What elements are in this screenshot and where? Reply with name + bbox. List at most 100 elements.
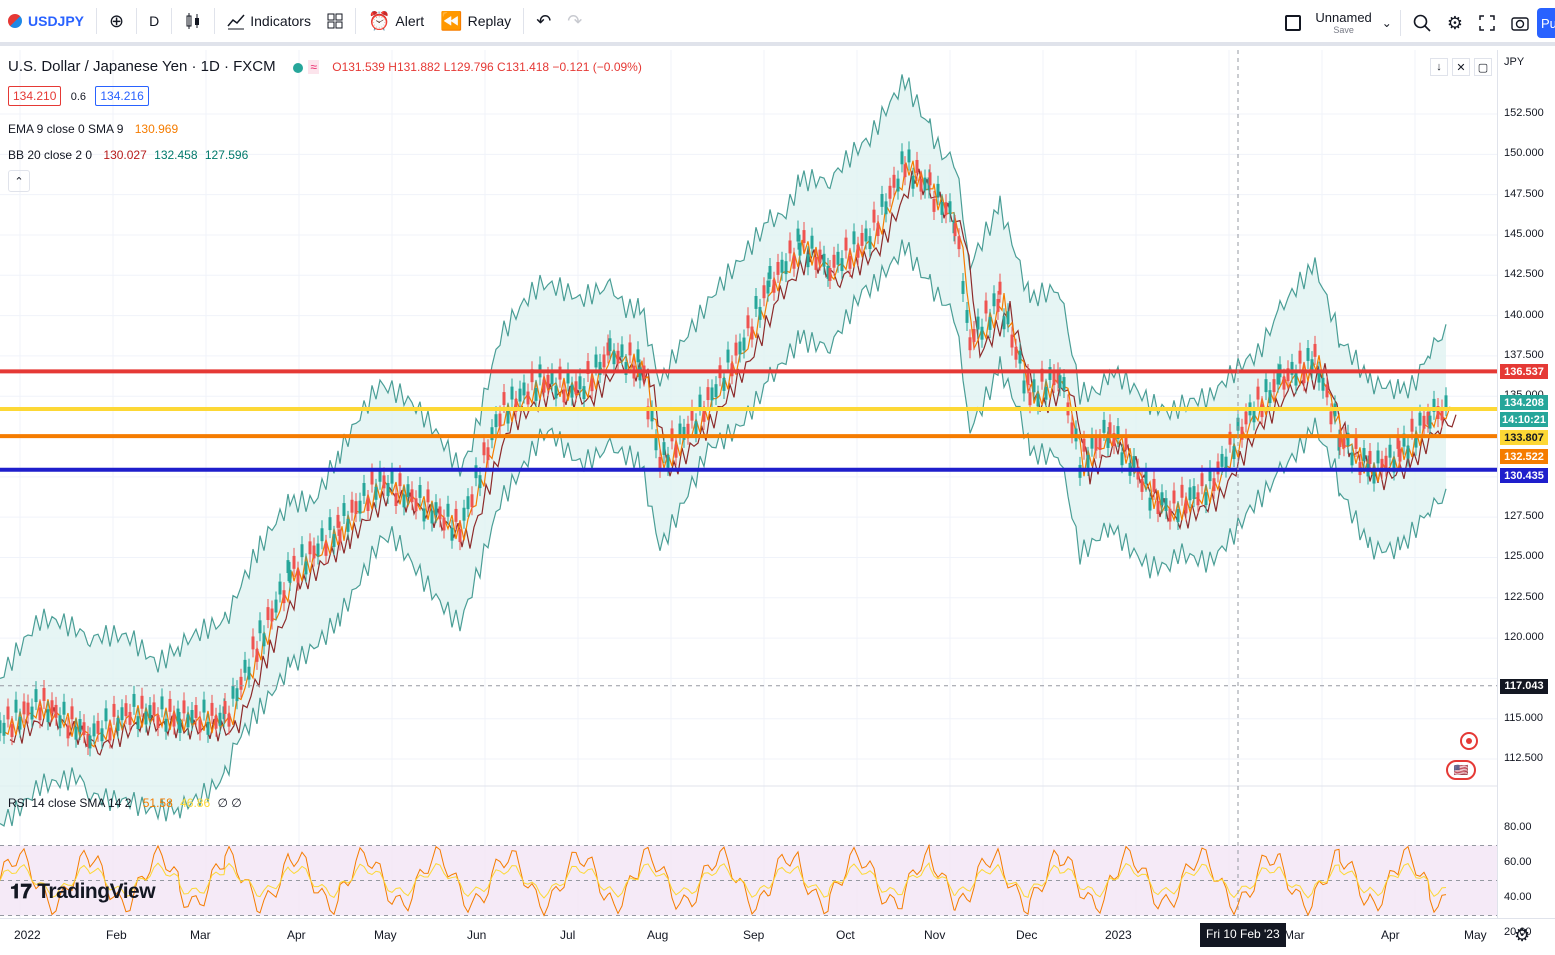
rsi-tick-label: 60.00: [1504, 856, 1532, 868]
candle-body: [919, 178, 923, 192]
layout-checkbox[interactable]: [1277, 0, 1309, 46]
price-axis[interactable]: JPY 152.500 150.000 147.500 145.000 142.500 1…: [1497, 50, 1555, 938]
chart-type-button[interactable]: [176, 0, 210, 44]
candle-body: [324, 542, 328, 556]
layout-name-button[interactable]: Unnamed Save: [1309, 11, 1377, 35]
alert-button[interactable]: ⏰ Alert: [360, 0, 432, 44]
candle-body: [976, 316, 980, 330]
collapse-pane-icon[interactable]: ✕: [1452, 58, 1470, 76]
event-marker-icon[interactable]: [1460, 732, 1478, 750]
arrow-down-icon[interactable]: ↓: [1430, 58, 1448, 76]
candle-body: [243, 659, 247, 673]
us-flag-events-icon[interactable]: 🇺🇸: [1446, 760, 1476, 780]
candle-body: [198, 719, 202, 733]
chart-pane[interactable]: U.S. Dollar / Japanese Yen · 1D · FXCM ≈…: [0, 50, 1497, 918]
candle-body: [1392, 459, 1396, 473]
maximize-pane-icon[interactable]: ▢: [1474, 58, 1492, 76]
search-button[interactable]: [1405, 0, 1439, 46]
compare-button[interactable]: ⊕: [101, 0, 132, 44]
candle-body: [1120, 452, 1124, 466]
rsi-sma-value: 46.86: [180, 796, 211, 810]
candle-body: [18, 716, 22, 730]
candle-body: [1376, 450, 1380, 464]
candle-body: [1136, 466, 1140, 480]
candle-body: [638, 367, 642, 381]
chevron-down-icon: ⌄: [1381, 16, 1392, 30]
candle-body: [1384, 455, 1388, 469]
chart-canvas[interactable]: [0, 50, 1497, 918]
candle-body: [88, 735, 92, 749]
top-toolbar: USDJPY ⊕ D Indicators ⏰ Alert ⏪ Replay ↶…: [0, 0, 1555, 46]
candle-body: [852, 231, 856, 245]
redo-button[interactable]: ↷: [559, 0, 590, 44]
candle-body: [550, 371, 554, 385]
candle-body: [754, 296, 758, 309]
publish-button[interactable]: Pu: [1537, 8, 1555, 38]
candle-body: [992, 293, 996, 307]
candle-body: [766, 280, 770, 294]
candle-body: [1422, 415, 1426, 429]
candle-body: [1313, 343, 1317, 357]
candle-body: [876, 223, 880, 237]
candle-body: [418, 484, 422, 498]
candle-body: [762, 285, 766, 299]
candle-body: [522, 382, 526, 396]
candle-body: [1290, 361, 1294, 375]
divider: [136, 8, 138, 34]
layout-templates-button[interactable]: [319, 0, 351, 44]
candle-body: [1368, 451, 1372, 464]
candle-body: [1220, 453, 1224, 467]
buy-price-button[interactable]: 134.216: [95, 86, 149, 106]
candle-body: [776, 261, 780, 275]
candle-body: [0, 720, 2, 734]
symbol-search-button[interactable]: USDJPY: [0, 0, 92, 44]
candle-body: [328, 517, 332, 531]
candle-body: [270, 608, 274, 622]
candle-body: [856, 244, 860, 258]
undo-button[interactable]: ↶: [528, 0, 559, 44]
candle-body: [498, 413, 502, 427]
candle-body: [690, 407, 694, 421]
collapse-legend-button[interactable]: ⌃: [8, 170, 30, 192]
candle-body: [1310, 359, 1314, 373]
candle-body: [1082, 438, 1086, 452]
price-tag: 134.208: [1500, 395, 1548, 410]
candle-body: [796, 228, 800, 242]
time-axis[interactable]: 2022 Feb Mar Apr May Jun Jul Aug Sep Oct Nov Dec 202…: [0, 918, 1555, 955]
candle-body: [1398, 448, 1402, 462]
currency-label[interactable]: JPY: [1504, 56, 1525, 68]
candle-body: [510, 386, 514, 400]
candle-body: [382, 475, 386, 489]
candle-body: [434, 502, 438, 516]
sell-price-button[interactable]: 134.210: [8, 86, 62, 106]
gear-icon[interactable]: ⚙: [1514, 925, 1531, 945]
candle-body: [1184, 500, 1188, 514]
candle-body: [608, 338, 612, 352]
rsi-legend[interactable]: RSI 14 close SMA 14 2 51.58 46.86 ∅ ∅: [8, 796, 242, 810]
indicators-label: Indicators: [250, 13, 311, 29]
snapshot-button[interactable]: [1503, 0, 1537, 46]
rsi-tick-label: 40.00: [1504, 891, 1532, 903]
fullscreen-button[interactable]: [1471, 0, 1503, 46]
interval-button[interactable]: D: [141, 0, 167, 44]
candle-body: [602, 354, 606, 368]
settings-button[interactable]: ⚙: [1439, 0, 1471, 46]
candle-body: [178, 720, 182, 733]
candle-body: [74, 726, 78, 740]
indicators-button[interactable]: Indicators: [219, 0, 319, 44]
layout-dropdown-button[interactable]: ⌄: [1378, 0, 1396, 46]
candle-body: [1188, 487, 1192, 501]
candle-body: [590, 378, 594, 392]
candle-body: [454, 508, 458, 522]
bb-legend[interactable]: BB 20 close 2 0 130.027 132.458 127.596: [8, 148, 248, 162]
candle-body: [620, 344, 624, 358]
candle-body: [358, 500, 362, 514]
replay-button[interactable]: ⏪ Replay: [432, 0, 519, 44]
candle-body: [980, 326, 984, 340]
candle-body: [758, 306, 762, 320]
candle-body: [266, 607, 270, 621]
candle-body: [1112, 433, 1116, 447]
candle-body: [514, 398, 518, 412]
ema-legend[interactable]: EMA 9 close 0 SMA 9 130.969: [8, 122, 178, 136]
candle-body: [682, 426, 686, 440]
